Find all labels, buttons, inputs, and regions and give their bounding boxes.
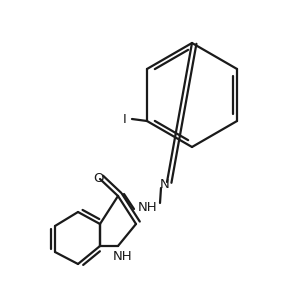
Text: N: N [160, 178, 170, 191]
Text: I: I [123, 112, 127, 126]
Text: NH: NH [138, 200, 158, 213]
Text: O: O [94, 171, 104, 184]
Text: NH: NH [113, 250, 133, 263]
